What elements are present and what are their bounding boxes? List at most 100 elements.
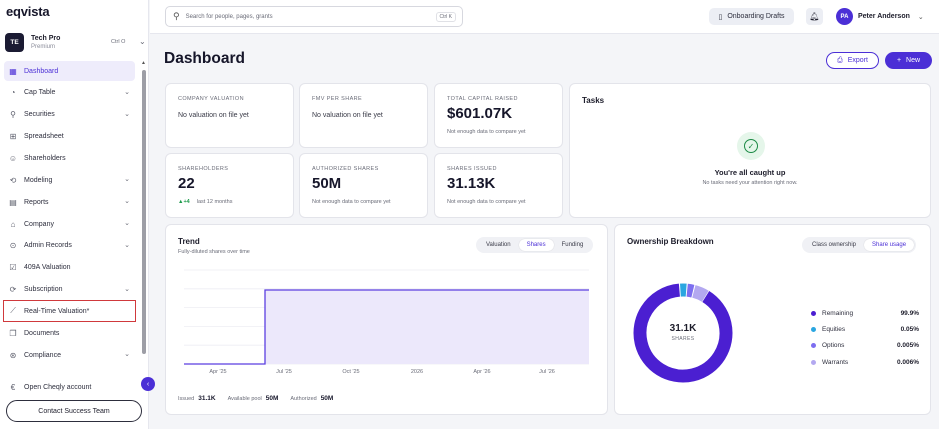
check-circle-icon: ✓ xyxy=(737,132,765,160)
trend-title: Trend xyxy=(178,237,200,246)
legend-item: Equities 0.05% xyxy=(811,321,919,337)
legend-item: Warrants 0.006% xyxy=(811,354,919,370)
sidebar-item-company[interactable]: ⌂ Company ⌄ xyxy=(4,214,135,234)
sidebar-item-dashboard[interactable]: ▦ Dashboard xyxy=(4,61,135,81)
stat-value: $601.07K xyxy=(447,105,513,122)
sidebar-item-reports[interactable]: ▤ Reports ⌄ xyxy=(4,192,135,212)
tab-share-usage[interactable]: Share usage xyxy=(864,239,915,251)
delta-badge: ▲+4 xyxy=(178,199,190,205)
eqvista-logo[interactable]: eqvista xyxy=(6,4,50,19)
pool-value: 50M xyxy=(265,395,279,402)
sidebar-item-shareholders[interactable]: ☺ Shareholders xyxy=(4,148,135,168)
sidebar-item-label: Reports xyxy=(24,198,49,206)
stat-label: Shareholders xyxy=(178,166,229,172)
topbar: ⚲ Search for people, pages, grants Ctrl … xyxy=(150,0,939,34)
scroll-up-icon[interactable]: ▲ xyxy=(141,60,146,66)
user-menu[interactable]: PA Peter Anderson ⌄ xyxy=(836,8,924,25)
export-button[interactable]: ⎙ Export xyxy=(826,52,879,69)
sidebar-item-label: Shareholders xyxy=(24,154,66,162)
sidebar-item-label: Securities xyxy=(24,111,55,119)
company-icon: ⌂ xyxy=(10,219,16,229)
tab-class-ownership[interactable]: Class ownership xyxy=(812,242,857,248)
chevron-down-icon: ⌄ xyxy=(139,37,146,46)
chevron-down-icon: ⌄ xyxy=(124,351,130,359)
ownership-title: Ownership Breakdown xyxy=(627,237,714,246)
trend-card: Trend Fully-diluted shares over time Val… xyxy=(165,224,608,415)
authorized-value: 50M xyxy=(320,395,334,402)
sidebar-item-label: Compliance xyxy=(24,351,61,359)
legend-item: Options 0.005% xyxy=(811,338,919,354)
tab-shares[interactable]: Shares xyxy=(518,239,554,251)
legend-dot xyxy=(811,326,816,332)
sidebar-item-409a-valuation[interactable]: ☑ 409A Valuation xyxy=(4,258,135,278)
org-name: Tech Pro xyxy=(31,34,61,42)
sidebar-item-label: Company xyxy=(24,220,54,228)
legend-name: Remaining xyxy=(822,309,854,317)
stat-value: 22 xyxy=(178,175,195,192)
user-name: Peter Anderson xyxy=(858,13,910,20)
x-tick-label: Jul '26 xyxy=(539,369,555,375)
sidebar-item-label: Cap Table xyxy=(24,89,56,97)
onboarding-drafts-button[interactable]: ▯ Onboarding Drafts xyxy=(709,8,794,25)
trend-line xyxy=(184,289,589,365)
sidebar-item-securities[interactable]: ⚲ Securities ⌄ xyxy=(4,105,135,125)
tab-funding[interactable]: Funding xyxy=(561,242,584,248)
sidebar-scrollbar[interactable]: ▲ xyxy=(141,60,146,355)
ownership-card: Ownership Breakdown Class ownership Shar… xyxy=(614,224,931,415)
pie-chart-icon: ◔ xyxy=(10,88,16,98)
search-input[interactable]: ⚲ Search for people, pages, grants Ctrl … xyxy=(165,6,463,27)
sidebar-item-label: Admin Records xyxy=(24,242,72,250)
scroll-thumb[interactable] xyxy=(141,70,146,354)
contact-success-team-button[interactable]: Contact Success Team xyxy=(6,400,142,422)
legend-value: 0.005% xyxy=(896,342,919,350)
sidebar-item-label: Spreadsheet xyxy=(24,133,64,141)
sidebar-item-cap-table[interactable]: ◔ Cap Table ⌄ xyxy=(4,83,135,103)
open-account-label: Open Cheqly account xyxy=(24,383,92,391)
export-icon: ⎙ xyxy=(837,56,843,64)
stat-label: Total Capital Raised xyxy=(447,96,518,102)
users-icon: ☺ xyxy=(8,153,18,163)
new-button[interactable]: + New xyxy=(885,52,932,69)
donut-unit: SHARES xyxy=(671,336,695,342)
legend-value: 0.006% xyxy=(896,358,919,366)
bell-icon[interactable]: 🔔︎ xyxy=(806,8,823,25)
stat-card-shares-issued: Shares Issued 31.13K Not enough data to … xyxy=(434,153,563,218)
chevron-down-icon: ⌄ xyxy=(124,198,130,206)
sidebar-item-modeling[interactable]: ⟲ Modeling ⌄ xyxy=(4,170,135,190)
sidebar-item-subscription[interactable]: ⟳ Subscription ⌄ xyxy=(4,280,135,300)
stat-empty-text: No valuation on file yet xyxy=(178,112,249,119)
sidebar-item-real-time-valuation[interactable]: ⟋ Real-Time Valuation* xyxy=(3,300,136,323)
search-shortcut: Ctrl K xyxy=(435,12,456,22)
bank-icon: € xyxy=(10,382,16,392)
tab-valuation[interactable]: Valuation xyxy=(486,242,511,248)
search-icon: ⚲ xyxy=(173,11,180,21)
new-label: New xyxy=(906,57,921,64)
chevron-down-icon: ⌄ xyxy=(124,285,130,293)
stat-card-shareholders: Shareholders 22 ▲+4 last 12 months xyxy=(165,153,294,218)
stat-value: 50M xyxy=(312,175,342,192)
legend-name: Equities xyxy=(822,325,846,333)
sidebar-item-spreadsheet[interactable]: ⊞ Spreadsheet xyxy=(4,127,135,147)
x-tick-label: Apr '25 xyxy=(209,369,226,375)
legend-name: Warrants xyxy=(822,358,849,366)
x-tick-label: Jul '25 xyxy=(276,369,292,375)
sidebar-item-compliance[interactable]: ⊛ Compliance ⌄ xyxy=(4,345,135,365)
chevron-down-icon: ⌄ xyxy=(124,110,130,118)
trend-subtitle: Fully-diluted shares over time xyxy=(178,249,250,255)
spreadsheet-icon: ⊞ xyxy=(9,132,17,142)
stat-empty-text: No valuation on file yet xyxy=(312,112,383,119)
chevron-down-icon: ⌄ xyxy=(124,88,130,96)
legend-dot xyxy=(811,310,816,316)
collapse-sidebar-button[interactable]: ‹ xyxy=(141,377,155,391)
legend-item: Remaining 99.9% xyxy=(811,305,919,321)
sidebar-item-admin-records[interactable]: ⊙ Admin Records ⌄ xyxy=(4,236,135,256)
legend-name: Options xyxy=(822,342,845,350)
org-switcher[interactable]: TE Tech Pro Premium Ctrl O ⌄ xyxy=(5,31,146,54)
ownership-tabs: Class ownership Share usage xyxy=(802,237,917,253)
issued-value: 31.1K xyxy=(198,395,216,402)
open-cheqly-account-link[interactable]: € Open Cheqly account xyxy=(8,382,92,392)
legend-value: 99.9% xyxy=(900,309,919,317)
compliance-icon: ⊛ xyxy=(9,350,17,360)
sidebar-item-documents[interactable]: ❐ Documents xyxy=(4,323,135,343)
tasks-empty-subtext: No tasks need your attention right now. xyxy=(702,180,798,186)
